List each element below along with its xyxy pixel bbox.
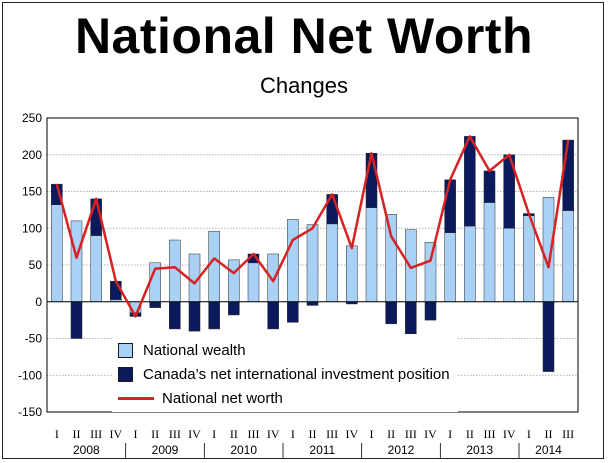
niip-bar <box>228 301 240 316</box>
wealth-bar <box>51 204 63 302</box>
wealth-bar <box>562 210 574 302</box>
year-label: 2011 <box>309 443 335 457</box>
wealth-bar <box>365 207 378 302</box>
year-label: 2009 <box>152 443 179 457</box>
year-label: 2012 <box>388 443 415 457</box>
legend-label-niip: Canada’s net international investment po… <box>143 365 450 383</box>
wealth-bar <box>523 215 535 303</box>
x-tick-label: IV <box>267 427 280 441</box>
niip-bar <box>562 139 574 211</box>
wealth-bar <box>306 224 319 302</box>
wealth-bar <box>208 230 220 302</box>
year-label: 2013 <box>466 443 493 457</box>
wealth-bar <box>385 214 397 302</box>
niip-bar <box>542 301 555 372</box>
y-tick-label: 150 <box>22 185 42 199</box>
x-tick-label: III <box>405 427 417 441</box>
x-tick-label: III <box>562 427 574 441</box>
y-tick-label: 0 <box>35 295 42 309</box>
niip-bar <box>424 301 437 321</box>
x-tick-label: II <box>230 427 238 441</box>
year-label: 2010 <box>230 443 257 457</box>
y-tick-label: 50 <box>29 258 43 272</box>
niip-bar <box>70 301 83 339</box>
niip-bar <box>287 301 299 323</box>
legend-swatch-wealth <box>118 342 133 358</box>
x-tick-label: I <box>55 427 59 441</box>
x-tick-label: III <box>326 427 338 441</box>
niip-bar <box>149 301 161 308</box>
niip-bar <box>385 301 397 325</box>
wealth-bar <box>464 225 476 302</box>
page-title: National Net Worth <box>74 8 534 64</box>
legend-item-niip: Canada’s net international investment po… <box>118 362 450 386</box>
y-tick-label: -100 <box>18 368 42 382</box>
legend-label-net-worth: National net worth <box>162 389 283 407</box>
page-subtitle: Changes <box>259 73 349 98</box>
wealth-bar <box>424 241 437 302</box>
wealth-bar <box>70 220 83 302</box>
x-tick-label: II <box>466 427 474 441</box>
wealth-bar <box>326 223 338 302</box>
wealth-bar <box>346 245 358 302</box>
x-tick-label: I <box>448 427 452 441</box>
niip-bar <box>306 301 319 306</box>
niip-bar <box>483 170 496 203</box>
x-tick-label: IV <box>424 427 437 441</box>
wealth-bar <box>444 232 456 302</box>
y-tick-label: 200 <box>22 148 42 162</box>
x-tick-label: I <box>527 427 531 441</box>
y-tick-label: -50 <box>25 332 43 346</box>
wealth-bar <box>287 219 299 302</box>
niip-bar <box>365 153 378 208</box>
chart-legend: National wealth Canada’s net internation… <box>112 334 458 412</box>
niip-bar <box>208 301 220 330</box>
niip-bar <box>444 179 456 233</box>
x-tick-label: III <box>248 427 260 441</box>
x-tick-label: II <box>387 427 395 441</box>
wealth-bar <box>90 235 102 303</box>
x-tick-label: I <box>212 427 216 441</box>
x-tick-label: IV <box>188 427 201 441</box>
x-tick-label: I <box>291 427 295 441</box>
niip-bar <box>267 301 279 330</box>
y-tick-label: 250 <box>22 111 42 125</box>
x-tick-label: I <box>134 427 138 441</box>
y-tick-label: -150 <box>18 405 42 419</box>
x-tick-label: IV <box>109 427 122 441</box>
x-tick-label: IV <box>503 427 516 441</box>
wealth-bar <box>228 259 240 303</box>
year-label: 2014 <box>535 443 562 457</box>
legend-item-wealth: National wealth <box>118 338 450 362</box>
niip-bar <box>464 136 476 227</box>
x-tick-label: IV <box>345 427 358 441</box>
wealth-bar <box>247 262 260 303</box>
legend-swatch-net-worth <box>118 396 154 400</box>
legend-item-net-worth: National net worth <box>118 386 450 410</box>
x-tick-label: II <box>545 427 553 441</box>
niip-bar <box>188 301 201 332</box>
plot-area-border <box>46 117 579 413</box>
x-tick-label: II <box>151 427 159 441</box>
year-label: 2008 <box>73 443 100 457</box>
y-tick-label: 100 <box>22 221 42 235</box>
legend-label-wealth: National wealth <box>143 341 246 359</box>
x-tick-label: III <box>484 427 496 441</box>
wealth-bar <box>483 202 496 302</box>
wealth-bar <box>503 228 515 302</box>
x-tick-label: II <box>73 427 81 441</box>
x-tick-label: III <box>169 427 181 441</box>
legend-swatch-niip <box>118 366 133 382</box>
niip-bar <box>169 301 181 330</box>
x-tick-label: III <box>90 427 102 441</box>
x-tick-label: I <box>370 427 374 441</box>
x-tick-label: II <box>309 427 317 441</box>
